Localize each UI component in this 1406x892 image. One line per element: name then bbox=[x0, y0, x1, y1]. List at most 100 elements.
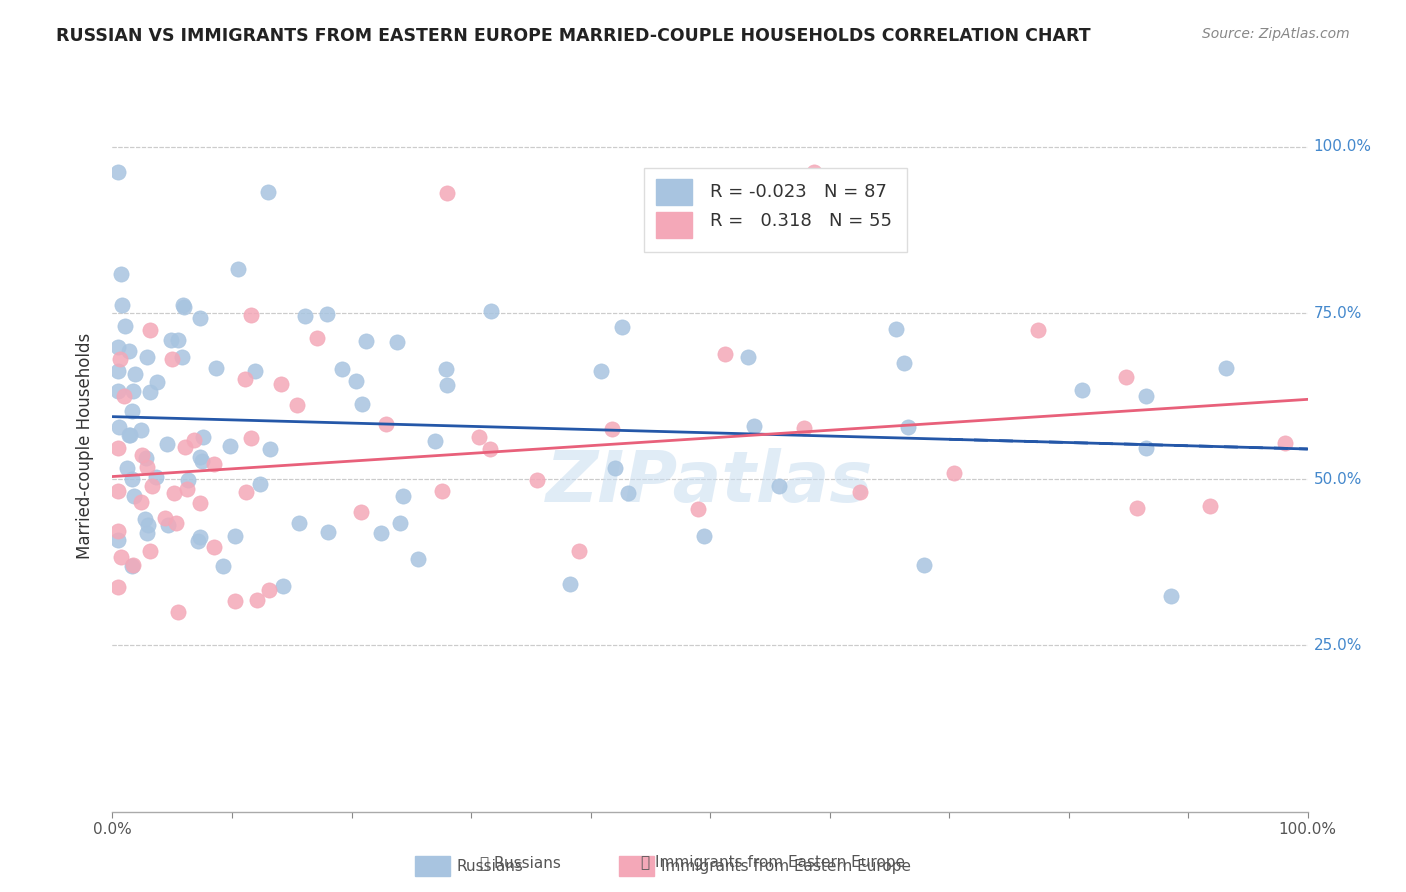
Point bbox=[136, 460, 159, 475]
Point bbox=[430, 483, 453, 498]
Point bbox=[605, 461, 627, 475]
Point bbox=[1274, 435, 1296, 450]
Point bbox=[191, 430, 214, 444]
Point bbox=[134, 512, 156, 526]
Point bbox=[1135, 389, 1157, 403]
Text: 100.0%: 100.0% bbox=[1313, 139, 1372, 154]
Point bbox=[187, 533, 209, 548]
Point bbox=[107, 441, 129, 455]
Point bbox=[468, 430, 491, 444]
Point bbox=[688, 501, 710, 516]
FancyBboxPatch shape bbox=[657, 212, 692, 237]
Point bbox=[330, 362, 353, 376]
Point bbox=[693, 529, 716, 543]
Point bbox=[423, 434, 446, 449]
Point bbox=[943, 466, 966, 480]
Point bbox=[1126, 500, 1149, 515]
Point bbox=[714, 347, 737, 361]
Point bbox=[385, 335, 408, 350]
Point bbox=[224, 529, 246, 543]
Point bbox=[600, 422, 623, 436]
Point bbox=[121, 403, 143, 417]
Text: Source: ZipAtlas.com: Source: ZipAtlas.com bbox=[1202, 27, 1350, 41]
Point bbox=[183, 433, 205, 447]
Point bbox=[344, 374, 367, 388]
Point bbox=[145, 470, 167, 484]
Point bbox=[792, 421, 814, 435]
Point bbox=[111, 298, 134, 312]
Point bbox=[107, 164, 129, 178]
Point bbox=[249, 477, 271, 491]
Point bbox=[191, 454, 214, 468]
Point bbox=[211, 559, 233, 574]
Point bbox=[110, 549, 132, 564]
Point bbox=[406, 552, 429, 566]
Point bbox=[617, 486, 640, 500]
Point bbox=[115, 461, 138, 475]
Point bbox=[153, 511, 176, 525]
Point bbox=[118, 428, 141, 442]
Point bbox=[170, 350, 193, 364]
Point bbox=[121, 471, 143, 485]
Point bbox=[235, 372, 257, 386]
Point bbox=[228, 262, 250, 277]
Point bbox=[558, 577, 581, 591]
Point bbox=[188, 496, 211, 510]
Text: R =   0.318   N = 55: R = 0.318 N = 55 bbox=[710, 212, 891, 230]
Point bbox=[436, 377, 458, 392]
Point bbox=[141, 479, 163, 493]
Point bbox=[259, 442, 281, 456]
Point bbox=[139, 384, 162, 399]
Point bbox=[259, 583, 281, 598]
Point bbox=[173, 300, 195, 314]
Point bbox=[1198, 499, 1220, 513]
Point bbox=[159, 333, 181, 347]
Point bbox=[129, 423, 152, 437]
Point bbox=[129, 495, 152, 509]
Point bbox=[240, 431, 263, 445]
Point bbox=[436, 362, 458, 376]
Text: 50.0%: 50.0% bbox=[1313, 472, 1362, 487]
Point bbox=[436, 186, 458, 201]
Point bbox=[884, 321, 907, 335]
Text: R = -0.023   N = 87: R = -0.023 N = 87 bbox=[710, 183, 887, 202]
Point bbox=[270, 376, 292, 391]
Text: ⬜ Immigrants from Eastern Europe: ⬜ Immigrants from Eastern Europe bbox=[641, 855, 905, 870]
Point bbox=[479, 442, 502, 456]
Point bbox=[1160, 589, 1182, 603]
Point bbox=[1115, 369, 1137, 384]
Point bbox=[176, 483, 198, 497]
Point bbox=[224, 593, 246, 607]
Point bbox=[122, 489, 145, 503]
Point bbox=[136, 518, 159, 533]
Point bbox=[163, 486, 186, 500]
Point bbox=[350, 505, 373, 519]
Point bbox=[108, 420, 131, 434]
Point bbox=[610, 320, 633, 334]
Point bbox=[256, 185, 278, 199]
Point bbox=[285, 398, 308, 412]
Point bbox=[848, 484, 870, 499]
Point bbox=[173, 440, 195, 454]
FancyBboxPatch shape bbox=[619, 856, 654, 876]
Point bbox=[240, 309, 263, 323]
Point bbox=[356, 334, 378, 348]
Point bbox=[156, 517, 179, 532]
Point bbox=[118, 343, 141, 358]
Point bbox=[167, 605, 190, 619]
Point bbox=[350, 397, 373, 411]
Point bbox=[897, 420, 920, 434]
Point bbox=[1026, 323, 1049, 337]
Point bbox=[172, 297, 194, 311]
Text: Immigrants from Eastern Europe: Immigrants from Eastern Europe bbox=[661, 859, 911, 873]
Point bbox=[316, 307, 339, 321]
Point bbox=[768, 478, 790, 492]
Point bbox=[146, 375, 169, 389]
Text: ZIPatlas: ZIPatlas bbox=[547, 448, 873, 517]
FancyBboxPatch shape bbox=[657, 179, 692, 204]
Point bbox=[803, 164, 825, 178]
Point bbox=[202, 457, 225, 471]
Point bbox=[177, 474, 200, 488]
Point bbox=[316, 525, 339, 540]
Point bbox=[139, 322, 162, 336]
